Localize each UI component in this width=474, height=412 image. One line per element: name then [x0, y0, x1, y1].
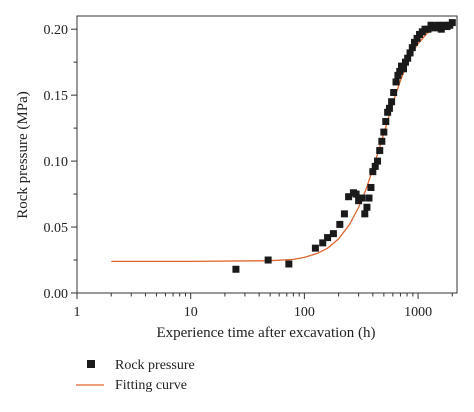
rock-pressure-point: [394, 71, 402, 79]
rock-pressure-point: [352, 190, 360, 198]
rock-pressure-point: [336, 220, 344, 228]
rock-pressure-point: [376, 147, 384, 155]
rock-pressure-point: [448, 19, 456, 27]
rock-pressure-point: [392, 78, 400, 86]
rock-pressure-point: [371, 162, 379, 170]
x-tick-label: 1000: [404, 305, 432, 320]
rock-pressure-point: [390, 89, 398, 97]
rock-pressure-point: [311, 244, 319, 252]
rock-pressure-point: [374, 157, 382, 165]
plot-frame: [76, 15, 458, 294]
rock-pressure-point: [427, 21, 435, 29]
y-tick-label: 0.20: [44, 23, 69, 38]
y-tick-label: 0.10: [44, 155, 69, 170]
rock-pressure-point: [367, 183, 375, 191]
rock-pressure-point: [329, 230, 337, 238]
rock-pressure-point: [380, 128, 388, 136]
rock-pressure-point: [319, 239, 327, 247]
x-axis-title: Experience time after excavation (h): [156, 325, 375, 341]
legend-rock-pressure-marker: [87, 360, 95, 368]
rock-pressure-point: [401, 58, 409, 66]
rock-pressure-point: [408, 44, 416, 52]
rock-pressure-point: [385, 104, 393, 112]
rock-pressure-point: [340, 210, 348, 218]
y-tick-label: 0.15: [44, 89, 69, 104]
rock-pressure-point: [264, 256, 272, 264]
legend-rock-pressure-label: Rock pressure: [115, 358, 195, 373]
rock-pressure-point: [413, 34, 421, 42]
rock-pressure-point: [324, 234, 332, 242]
x-tick-label: 1: [74, 305, 81, 320]
fitting-curve-line: [111, 23, 453, 262]
rock-pressure-point: [404, 54, 412, 62]
rock-pressure-point: [358, 194, 366, 202]
rock-pressure-point: [396, 67, 404, 75]
rock-pressure-point: [384, 108, 392, 116]
rock-pressure-point: [437, 25, 445, 33]
y-tick-label: 0.00: [44, 287, 69, 302]
y-axis-title: Rock pressure (MPa): [15, 91, 31, 218]
rock-pressure-point: [232, 265, 240, 273]
y-axis-ticks: 0.00 0.05 0.10 0.15 0.20: [44, 23, 77, 302]
rock-pressure-point: [382, 118, 390, 126]
rock-pressure-point: [365, 194, 373, 202]
rock-pressure-point: [363, 203, 371, 211]
x-tick-label: 10: [184, 305, 198, 320]
rock-pressure-point: [434, 21, 442, 29]
legend: Rock pressure Fitting curve: [76, 358, 195, 393]
rock-pressure-point: [406, 49, 414, 57]
rock-pressure-point: [410, 38, 418, 46]
rock-pressure-point: [361, 210, 369, 218]
rock-pressure-point: [400, 65, 408, 73]
rock-pressure-point: [345, 193, 353, 201]
x-axis-ticks: 1 10 100 1000: [74, 293, 453, 320]
rock-pressure-point: [424, 25, 432, 33]
series-layer: [111, 19, 456, 273]
plot-border: [76, 15, 458, 294]
legend-fitting-curve-label: Fitting curve: [115, 378, 187, 393]
rock-pressure-point: [388, 98, 396, 106]
rock-pressure-point: [285, 260, 293, 268]
rock-pressure-point: [369, 168, 377, 176]
x-tick-label: 100: [294, 305, 315, 320]
rock-pressure-point: [378, 137, 386, 145]
y-tick-label: 0.05: [44, 221, 69, 236]
